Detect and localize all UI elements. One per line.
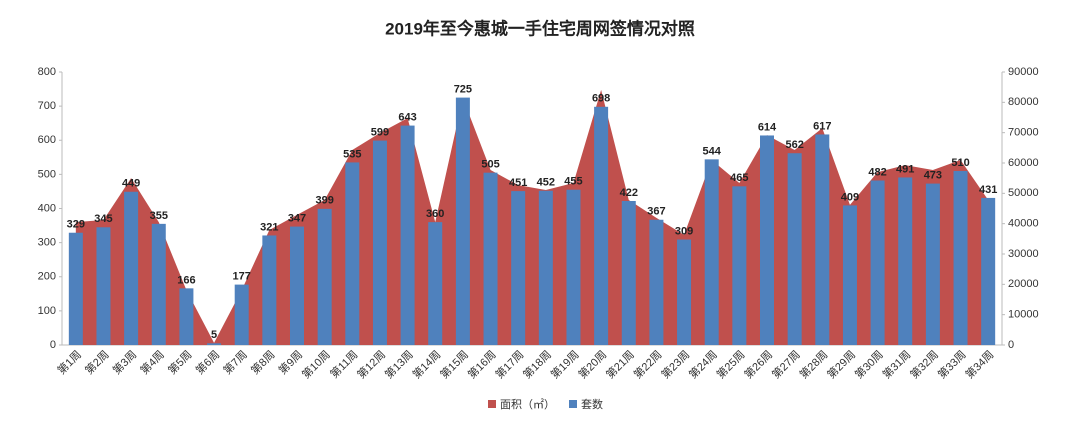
bar	[677, 239, 692, 345]
data-label: 505	[481, 159, 499, 171]
chart-title: 2019年至今惠城一手住宅周网签情况对照	[385, 18, 695, 38]
bar	[68, 232, 83, 345]
data-label: 725	[454, 84, 472, 96]
data-label: 329	[67, 219, 85, 231]
y-tick-label: 500	[38, 168, 56, 180]
bar	[207, 343, 222, 345]
y2-tick-label: 90000	[1008, 66, 1039, 78]
data-label: 544	[703, 145, 722, 157]
data-label: 599	[371, 126, 389, 138]
data-label: 614	[758, 121, 777, 133]
bar	[870, 180, 885, 345]
bar	[732, 186, 747, 345]
data-label: 345	[94, 213, 112, 225]
bar	[842, 205, 857, 345]
data-label: 309	[675, 225, 693, 237]
bar	[815, 134, 830, 345]
data-label: 166	[177, 274, 195, 286]
bar	[953, 170, 968, 345]
y-tick-label: 200	[38, 271, 56, 283]
data-label: 617	[813, 120, 831, 132]
data-label: 321	[260, 221, 278, 233]
y2-tick-label: 40000	[1008, 218, 1039, 230]
y-tick-label: 700	[38, 100, 56, 112]
data-label: 409	[841, 191, 859, 203]
y-tick-label: 400	[38, 202, 56, 214]
data-label: 355	[150, 210, 168, 222]
y-tick-label: 800	[38, 66, 56, 78]
legend-label: 面积（㎡）	[500, 398, 555, 411]
data-label: 562	[785, 139, 803, 151]
data-label: 465	[730, 172, 748, 184]
y2-tick-label: 70000	[1008, 127, 1039, 139]
bar	[538, 190, 553, 345]
y2-tick-label: 20000	[1008, 278, 1039, 290]
data-label: 643	[398, 111, 416, 123]
bar	[428, 222, 443, 345]
data-label: 360	[426, 208, 444, 220]
bar	[925, 183, 940, 345]
bar	[234, 284, 249, 345]
y-tick-label: 300	[38, 237, 56, 249]
y2-tick-label: 0	[1008, 339, 1014, 351]
y2-tick-label: 10000	[1008, 309, 1039, 321]
bar	[96, 227, 111, 345]
bar	[400, 125, 415, 345]
bar	[372, 140, 387, 345]
data-label: 5	[211, 329, 217, 341]
y-tick-label: 600	[38, 134, 56, 146]
bar	[981, 197, 996, 345]
bar	[151, 223, 166, 345]
data-label: 698	[592, 93, 610, 105]
data-label: 491	[896, 163, 914, 175]
bar	[317, 208, 332, 345]
bar	[124, 191, 139, 345]
data-label: 347	[288, 212, 306, 224]
bar	[179, 288, 194, 345]
bar	[760, 135, 774, 345]
data-label: 399	[315, 195, 333, 207]
data-label: 482	[868, 166, 886, 178]
bar	[898, 177, 913, 345]
legend-label: 套数	[581, 398, 603, 411]
data-label: 367	[647, 206, 665, 218]
bar	[649, 219, 664, 345]
data-label: 431	[979, 184, 997, 196]
y-tick-label: 0	[50, 339, 56, 351]
bar	[594, 106, 609, 346]
y2-tick-label: 50000	[1008, 187, 1039, 199]
y2-tick-label: 80000	[1008, 96, 1039, 108]
data-label: 177	[233, 271, 251, 283]
data-label: 422	[620, 187, 638, 199]
data-label: 473	[924, 169, 942, 181]
bar	[511, 191, 526, 345]
y-tick-label: 100	[38, 305, 56, 317]
bar	[483, 172, 498, 345]
data-label: 451	[509, 177, 527, 189]
bar	[787, 153, 802, 345]
data-label: 455	[564, 176, 582, 188]
bar	[566, 189, 581, 345]
bar	[621, 200, 636, 345]
data-label: 535	[343, 148, 361, 160]
data-label: 452	[537, 177, 555, 189]
legend-swatch	[569, 400, 577, 408]
y2-tick-label: 30000	[1008, 248, 1039, 260]
bar	[455, 97, 470, 345]
data-label: 510	[951, 157, 969, 169]
legend-swatch	[488, 400, 496, 408]
bar	[290, 226, 304, 345]
bar	[262, 235, 277, 345]
bar	[345, 162, 360, 345]
bar	[704, 159, 719, 345]
data-label: 449	[122, 178, 140, 190]
y2-tick-label: 60000	[1008, 157, 1039, 169]
